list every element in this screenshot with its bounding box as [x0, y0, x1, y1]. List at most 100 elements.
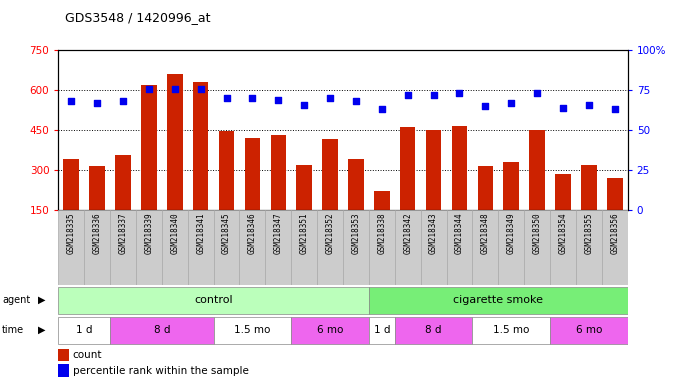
Bar: [374, 192, 390, 250]
Bar: [369, 210, 394, 285]
Bar: [84, 210, 110, 285]
Text: GSM218352: GSM218352: [326, 212, 335, 254]
Bar: [270, 136, 286, 250]
Text: GSM218345: GSM218345: [222, 212, 231, 254]
Text: GSM218351: GSM218351: [300, 212, 309, 254]
Bar: [369, 287, 628, 314]
Bar: [451, 126, 467, 250]
Text: time: time: [2, 325, 24, 335]
Bar: [550, 317, 628, 344]
Bar: [167, 74, 182, 250]
Point: [273, 97, 284, 103]
Bar: [550, 210, 576, 285]
Bar: [394, 210, 421, 285]
Bar: [348, 159, 364, 250]
Text: GSM218353: GSM218353: [351, 212, 360, 254]
Bar: [530, 130, 545, 250]
Point: [558, 105, 569, 111]
Bar: [343, 210, 369, 285]
Text: GSM218340: GSM218340: [170, 212, 179, 254]
Text: GSM218341: GSM218341: [196, 212, 205, 254]
Bar: [64, 159, 79, 250]
Bar: [239, 210, 265, 285]
Text: ▶: ▶: [38, 295, 45, 305]
Point: [66, 98, 77, 104]
Point: [583, 101, 594, 108]
Text: 8 d: 8 d: [425, 324, 442, 334]
Bar: [136, 210, 162, 285]
Bar: [141, 85, 156, 250]
Text: count: count: [73, 350, 102, 360]
Point: [480, 103, 491, 109]
Point: [117, 98, 128, 104]
Bar: [58, 349, 69, 361]
Text: 1.5 mo: 1.5 mo: [493, 324, 530, 334]
Bar: [292, 317, 369, 344]
Point: [92, 100, 103, 106]
Bar: [89, 166, 105, 250]
Point: [532, 90, 543, 96]
Point: [377, 106, 388, 113]
Bar: [394, 317, 473, 344]
Text: GSM218344: GSM218344: [455, 212, 464, 254]
Bar: [58, 317, 110, 344]
Bar: [524, 210, 550, 285]
Bar: [421, 210, 447, 285]
Bar: [581, 165, 597, 250]
Text: GSM218346: GSM218346: [248, 212, 257, 254]
Text: GDS3548 / 1420996_at: GDS3548 / 1420996_at: [65, 12, 211, 25]
Text: GSM218342: GSM218342: [403, 212, 412, 254]
Bar: [110, 210, 136, 285]
Point: [324, 95, 335, 101]
Text: GSM218348: GSM218348: [481, 212, 490, 254]
Point: [196, 86, 206, 92]
Point: [169, 86, 180, 92]
Bar: [555, 174, 571, 250]
Bar: [477, 166, 493, 250]
Text: percentile rank within the sample: percentile rank within the sample: [73, 366, 248, 376]
Text: control: control: [194, 295, 233, 305]
Text: GSM218336: GSM218336: [93, 212, 102, 254]
Bar: [447, 210, 473, 285]
Bar: [213, 317, 292, 344]
Text: 1 d: 1 d: [374, 324, 390, 334]
Point: [143, 86, 154, 92]
Point: [247, 95, 258, 101]
Point: [402, 92, 413, 98]
Bar: [607, 178, 622, 250]
Text: GSM218335: GSM218335: [67, 212, 75, 254]
Text: GSM218343: GSM218343: [429, 212, 438, 254]
Text: 6 mo: 6 mo: [317, 324, 343, 334]
Text: 6 mo: 6 mo: [576, 324, 602, 334]
Point: [506, 100, 517, 106]
Text: GSM218354: GSM218354: [558, 212, 567, 254]
Text: 1 d: 1 d: [76, 324, 93, 334]
Text: GSM218338: GSM218338: [377, 212, 386, 254]
Text: ▶: ▶: [38, 325, 45, 335]
Bar: [576, 210, 602, 285]
Text: GSM218339: GSM218339: [144, 212, 154, 254]
Text: 1.5 mo: 1.5 mo: [234, 324, 270, 334]
Text: cigarette smoke: cigarette smoke: [453, 295, 543, 305]
Bar: [115, 156, 131, 250]
Bar: [296, 165, 312, 250]
Bar: [213, 210, 239, 285]
Text: 8 d: 8 d: [154, 324, 170, 334]
Text: GSM218349: GSM218349: [507, 212, 516, 254]
Bar: [110, 317, 213, 344]
Bar: [322, 139, 338, 250]
Bar: [188, 210, 213, 285]
Bar: [602, 210, 628, 285]
Point: [454, 90, 465, 96]
Point: [428, 92, 439, 98]
Bar: [162, 210, 188, 285]
Bar: [219, 131, 235, 250]
Bar: [473, 210, 498, 285]
Bar: [400, 127, 416, 250]
Text: agent: agent: [2, 295, 30, 305]
Bar: [193, 82, 209, 250]
Point: [609, 106, 620, 113]
Text: GSM218347: GSM218347: [274, 212, 283, 254]
Bar: [58, 210, 84, 285]
Bar: [265, 210, 292, 285]
